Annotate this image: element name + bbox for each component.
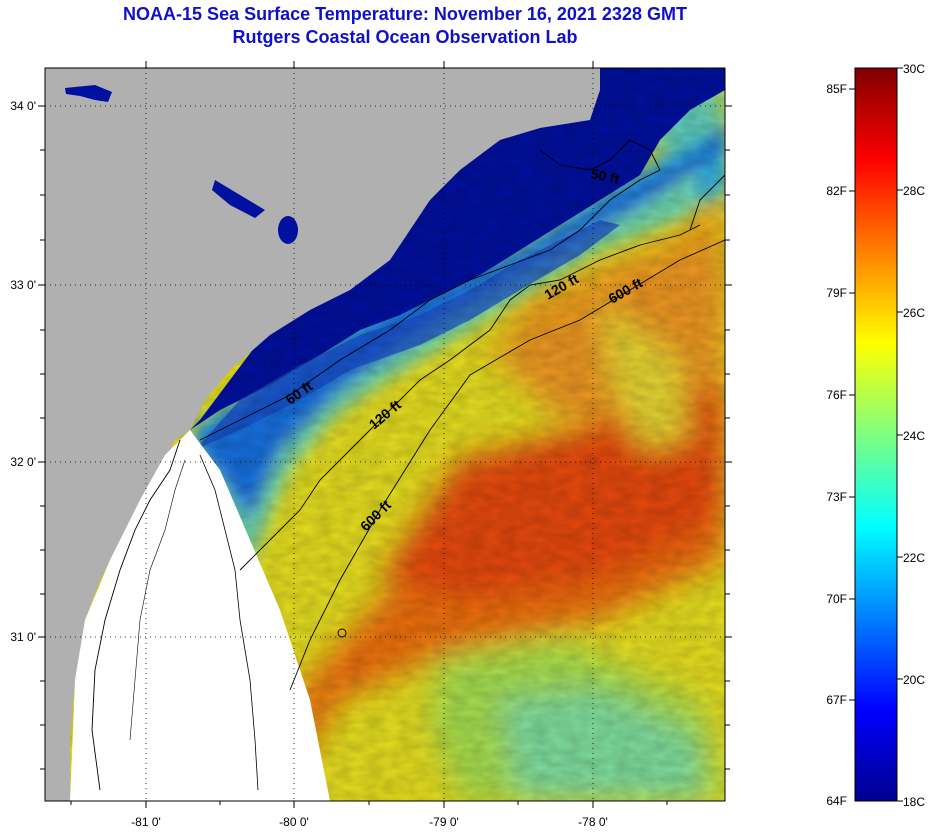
colorbar-c-label: 24C bbox=[903, 429, 925, 443]
colorbar-f-label: 73F bbox=[826, 490, 847, 504]
lat-label: 34 0' bbox=[10, 99, 36, 113]
colorbar-c-label: 20C bbox=[903, 673, 925, 687]
latitude-labels: 34 0' 33 0' 32 0' 31 0' bbox=[10, 99, 36, 644]
colorbar-f-label: 79F bbox=[826, 286, 847, 300]
colorbar-c-label: 26C bbox=[903, 306, 925, 320]
axis-ticks bbox=[38, 61, 732, 808]
longitude-labels: -81 0' -80 0' -79 0' -78 0' bbox=[131, 815, 608, 829]
colorbar-c-label: 18C bbox=[903, 795, 925, 809]
lon-label: -79 0' bbox=[429, 815, 459, 829]
colorbar-f-label: 76F bbox=[826, 388, 847, 402]
sst-field bbox=[45, 68, 725, 801]
lat-label: 31 0' bbox=[10, 630, 36, 644]
colorbar-c-label: 30C bbox=[903, 62, 925, 76]
map-frame bbox=[44, 67, 726, 802]
lon-label: -81 0' bbox=[131, 815, 161, 829]
bathymetry-contours bbox=[199, 139, 725, 691]
lon-label: -80 0' bbox=[279, 815, 309, 829]
map-title: NOAA-15 Sea Surface Temperature: Novembe… bbox=[123, 4, 687, 24]
map-subtitle: Rutgers Coastal Ocean Observation Lab bbox=[232, 27, 578, 47]
colorbar: 85F 82F 79F 76F 73F 70F 67F 64F 30C 28C … bbox=[826, 62, 925, 809]
contour-label-50ft: 50 ft bbox=[589, 165, 621, 187]
colorbar-c-label: 28C bbox=[903, 184, 925, 198]
colorbar-f-label: 67F bbox=[826, 693, 847, 707]
colorbar-c-label: 22C bbox=[903, 551, 925, 565]
colorbar-gradient bbox=[854, 67, 898, 802]
lat-label: 32 0' bbox=[10, 455, 36, 469]
colorbar-f-label: 64F bbox=[826, 794, 847, 808]
graticule bbox=[45, 68, 725, 801]
colorbar-f-label: 82F bbox=[826, 184, 847, 198]
lat-label: 33 0' bbox=[10, 278, 36, 292]
lon-label: -78 0' bbox=[578, 815, 608, 829]
colorbar-f-label: 70F bbox=[826, 592, 847, 606]
colorbar-f-label: 85F bbox=[826, 82, 847, 96]
